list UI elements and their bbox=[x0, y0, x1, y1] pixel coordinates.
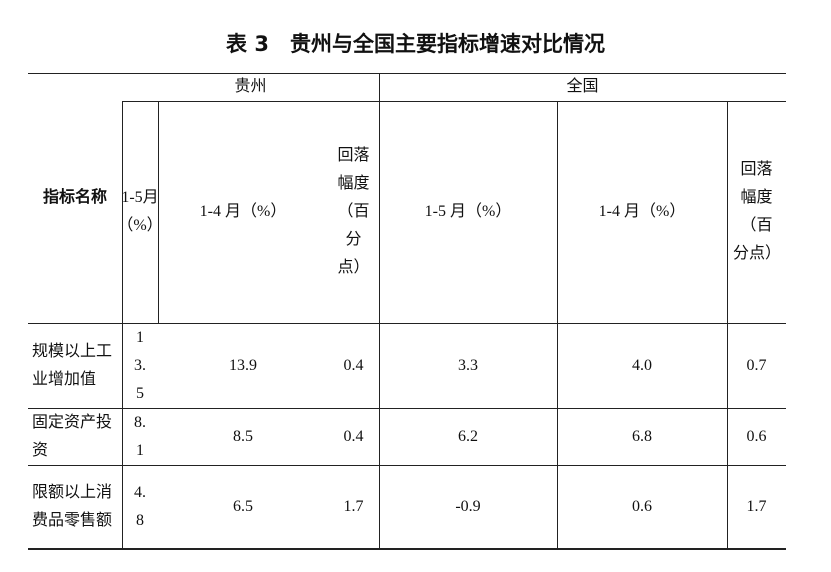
column-header: 1-5月（%） bbox=[117, 189, 163, 234]
cell-value: 13.9 bbox=[229, 356, 257, 374]
row-label: 限额以上消费品零售额 bbox=[32, 483, 113, 529]
row-label: 规模以上工业增加值 bbox=[32, 342, 113, 388]
cell-value: 6.8 bbox=[632, 427, 652, 445]
cell-value: 0.6 bbox=[746, 427, 767, 445]
row-label: 固定资产投资 bbox=[32, 413, 113, 459]
cell-value: 0.6 bbox=[632, 497, 652, 515]
cell-value: 3.3 bbox=[458, 356, 478, 374]
rule bbox=[158, 101, 159, 323]
table-title: 表 3 贵州与全国主要指标增速对比情况 bbox=[226, 32, 605, 56]
cell-value: 6.5 bbox=[233, 497, 253, 515]
rule bbox=[122, 101, 123, 548]
cell-value: 8.5 bbox=[233, 427, 253, 445]
column-header: 1-5 月（%） bbox=[424, 203, 512, 220]
cell-value: 0.7 bbox=[746, 356, 767, 374]
cell-value: 4.0 bbox=[632, 356, 652, 374]
group-header: 贵州 bbox=[234, 78, 267, 95]
rule bbox=[379, 73, 380, 548]
column-header: 回落幅度（百分点） bbox=[733, 161, 782, 262]
rule bbox=[28, 408, 786, 409]
cell-value: 13.5 bbox=[134, 328, 146, 402]
cell-value: 6.2 bbox=[458, 427, 478, 445]
rule bbox=[28, 548, 786, 550]
cell-value: 4.8 bbox=[134, 483, 146, 529]
rule bbox=[28, 73, 786, 74]
rule bbox=[557, 101, 558, 548]
cell-value: -0.9 bbox=[455, 497, 481, 515]
cell-value: 8.1 bbox=[134, 413, 146, 459]
corner-header: 指标名称 bbox=[42, 189, 107, 206]
column-header: 1-4 月（%） bbox=[199, 203, 287, 220]
cell-value: 0.4 bbox=[343, 356, 364, 374]
column-header: 回落幅度（百分点） bbox=[337, 147, 370, 276]
group-header: 全国 bbox=[566, 78, 599, 95]
rule bbox=[727, 101, 728, 548]
cell-value: 0.4 bbox=[343, 427, 364, 445]
cell-value: 1.7 bbox=[746, 497, 767, 515]
cell-value: 1.7 bbox=[343, 497, 364, 515]
column-header: 1-4 月（%） bbox=[598, 203, 686, 220]
rule bbox=[28, 323, 786, 324]
rule bbox=[122, 101, 786, 102]
rule bbox=[28, 465, 786, 466]
